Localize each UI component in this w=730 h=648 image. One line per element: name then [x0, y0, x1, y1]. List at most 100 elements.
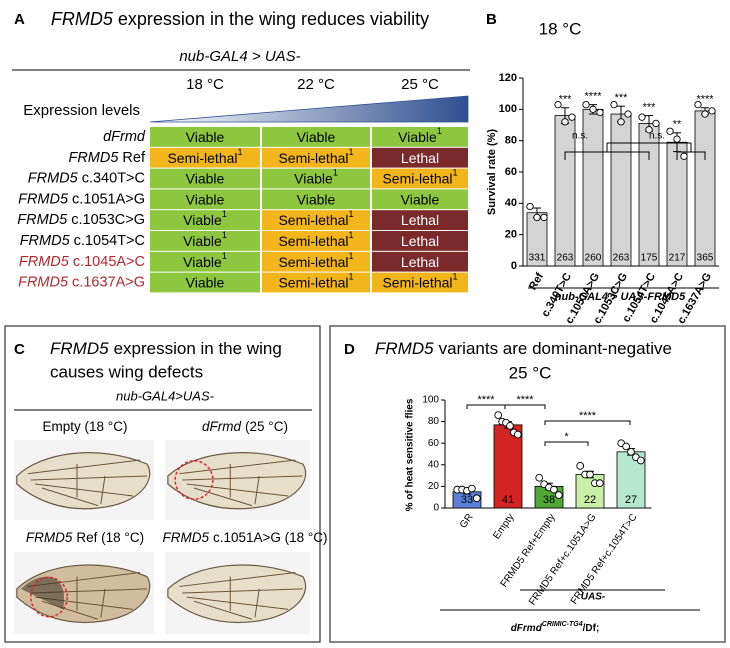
sample-size: 260: [585, 253, 602, 264]
sample-size: 33: [461, 494, 473, 506]
gene-name: FRMD5: [20, 233, 71, 249]
footnote-mark: 1: [222, 210, 227, 220]
image-caption: Empty (18 °C): [43, 419, 128, 434]
viability-status: Lethal: [401, 254, 439, 270]
viability-text: Semi-lethal1: [382, 168, 457, 186]
viability-text: Viable: [297, 129, 336, 145]
y-tick-label: 100: [422, 395, 439, 406]
caption-gene: FRMD5: [26, 530, 73, 545]
data-point: [636, 456, 645, 465]
sample-size: 263: [557, 253, 574, 264]
significance: **: [673, 119, 682, 131]
variant-name: c.1051A>G: [72, 191, 145, 207]
sample-size: 22: [584, 494, 596, 506]
viability-status: Semi-lethal: [382, 274, 452, 290]
data-point: [708, 107, 716, 115]
chart-title: FRMD5 variants are dominant-negative: [375, 339, 672, 358]
comparison-bracket: [544, 420, 631, 425]
panel-label: C: [14, 341, 25, 358]
viability-status: Viable: [401, 191, 440, 207]
viability-status: Semi-lethal: [278, 274, 348, 290]
variant-name: c.1045A>C: [73, 254, 145, 270]
data-point: [586, 470, 594, 479]
variant-name: c.1053C>G: [71, 212, 145, 228]
sample-size: 217: [669, 253, 686, 264]
footnote-mark: 1: [222, 251, 227, 261]
y-tick-label: 60: [505, 166, 517, 178]
viability-status: Viable: [294, 170, 333, 186]
footnote-mark: 1: [349, 147, 354, 157]
viability-status: Viable: [183, 212, 222, 228]
viability-status: Lethal: [401, 233, 439, 249]
data-point: [554, 100, 562, 109]
viability-text: Viable: [186, 274, 225, 290]
viability-status: Viable: [186, 274, 225, 290]
viability-text: Viable: [401, 191, 440, 207]
x-tick-label: Empty: [491, 512, 516, 542]
viability-status: Semi-lethal: [167, 150, 237, 166]
wing-vein: [254, 588, 260, 618]
y-axis-label: % of heat sensitive flies: [405, 398, 416, 511]
y-axis-label: Survival rate (%): [486, 129, 498, 216]
wing-vein: [27, 459, 141, 475]
wing-vein: [179, 572, 296, 587]
data-point: [624, 110, 632, 118]
data-point: [622, 442, 630, 451]
title-text: expression in the wing: [114, 339, 282, 358]
bar: [610, 113, 632, 267]
viability-text: Semi-lethal1: [278, 230, 353, 248]
viability-cell: [150, 127, 260, 147]
y-tick-label: 0: [433, 503, 439, 514]
data-point: [554, 491, 563, 499]
panel-d-frame: [329, 325, 726, 643]
viability-text: Viable: [186, 170, 225, 186]
viability-status: Semi-lethal: [382, 170, 452, 186]
y-tick-label: 80: [428, 416, 440, 427]
panel-c-frame: [4, 325, 321, 643]
y-tick-label: 120: [499, 72, 517, 84]
temperature-header: 18 °C: [186, 76, 224, 93]
viability-cell: [372, 272, 468, 293]
gradient-label: Expression levels: [23, 102, 140, 119]
viability-cell: [372, 251, 468, 272]
data-point: [540, 213, 548, 222]
row-name: FRMD5 c.340T>C: [28, 170, 145, 186]
viability-text: Viable1: [183, 230, 227, 248]
wing-image: [165, 440, 310, 520]
data-point: [533, 213, 541, 222]
footer-gene: dFrmd: [511, 623, 543, 634]
viability-cell: [262, 189, 370, 210]
temperature-header: 22 °C: [297, 76, 335, 93]
gene-name: FRMD5: [18, 274, 69, 290]
sample-size: 38: [543, 494, 555, 506]
footer-label: UAS-: [581, 592, 606, 603]
wing-vein: [30, 475, 148, 481]
footnote-mark: 1: [437, 126, 442, 136]
viability-text: Viable1: [294, 168, 338, 186]
data-point: [568, 113, 576, 121]
y-tick-label: 60: [428, 438, 440, 449]
title-text: expression in the wing reduces viability: [118, 9, 429, 29]
gene-name: FRMD5: [17, 212, 68, 228]
x-tick-label: Ref: [527, 271, 546, 293]
significance: ***: [643, 102, 657, 114]
gene-name: FRMD5: [28, 170, 79, 186]
y-tick-label: 80: [505, 135, 517, 147]
panel-label: B: [486, 11, 497, 28]
comparison-label: ****: [516, 394, 534, 406]
viability-cell: [150, 272, 260, 293]
viability-cell: [372, 231, 468, 251]
viability-cell: [372, 210, 468, 230]
viability-cell: [262, 127, 370, 147]
caption-text: (25 °C): [245, 419, 288, 434]
wing-vein: [100, 475, 106, 505]
data-point: [617, 118, 625, 126]
variant-name: c.1054T>C: [74, 233, 145, 249]
sample-size: 41: [502, 494, 514, 506]
caption-text: Empty (18 °C): [43, 419, 128, 434]
viability-text: Semi-lethal1: [278, 251, 353, 269]
data-point: [701, 110, 709, 118]
wing-vein: [193, 600, 253, 620]
y-tick-label: 0: [511, 260, 517, 272]
